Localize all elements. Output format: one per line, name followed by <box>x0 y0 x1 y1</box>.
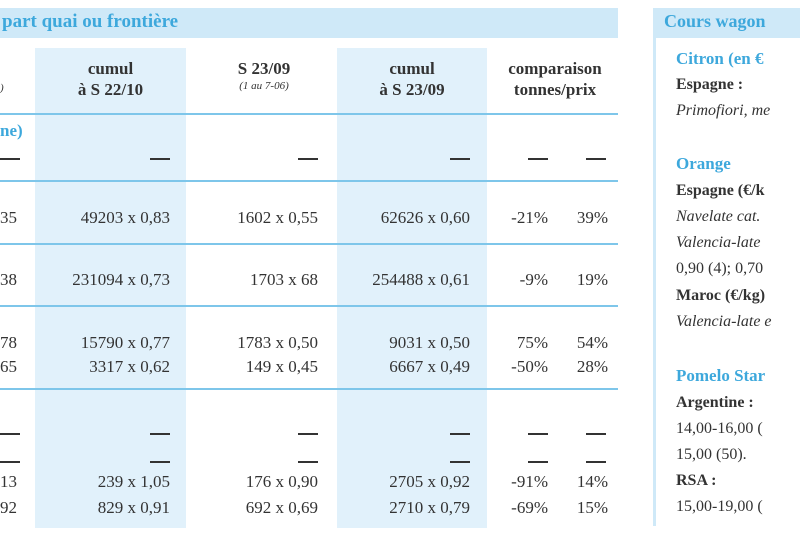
table-cell: 1783 x 0,50 <box>237 333 318 352</box>
panel-title: Cours wagon <box>664 11 766 31</box>
panel-text-line: Maroc (€/kg) <box>676 287 766 304</box>
empty-dash <box>528 158 548 160</box>
table-cell: 65 <box>0 357 17 376</box>
section-heading: Citron (en € <box>676 49 764 68</box>
empty-dash <box>298 433 318 435</box>
divider <box>0 243 618 245</box>
empty-dash <box>0 433 20 435</box>
panel-text-line: 15,00-19,00 ( <box>676 498 763 515</box>
empty-dash <box>0 461 20 463</box>
column-header-comparaison: comparaison tonnes/prix <box>508 59 602 99</box>
table-cell: 3317 x 0,62 <box>89 357 170 376</box>
panel-text-line: Valencia-late e <box>676 313 772 330</box>
column-header-week-23: S 23/09 (1 au 7-06) <box>237 59 291 92</box>
empty-dash <box>150 158 170 160</box>
table-cell: 692 x 0,69 <box>245 498 318 517</box>
table-cell: -69% <box>511 498 548 517</box>
empty-dash <box>528 433 548 435</box>
divider <box>0 305 618 307</box>
table-cell: 78 <box>0 333 17 352</box>
shaded-column-cumul-23 <box>337 48 487 528</box>
divider <box>0 113 618 115</box>
panel-text-line: Espagne (€/k <box>676 182 765 199</box>
section-label-fragment: ne) <box>0 121 23 140</box>
empty-dash <box>450 158 470 160</box>
table-cell: 38 <box>0 270 17 289</box>
table-cell: 13 <box>0 472 17 491</box>
table-cell: 14% <box>576 472 608 491</box>
divider <box>0 388 618 390</box>
table-cell: 1703 x 68 <box>250 270 318 289</box>
table-cell: 62626 x 0,60 <box>380 208 470 227</box>
table-cell: 829 x 0,91 <box>97 498 170 517</box>
empty-dash <box>586 158 606 160</box>
shaded-column-cumul-22 <box>35 48 186 528</box>
table-cell: 19% <box>576 270 608 289</box>
table-cell: 2705 x 0,92 <box>389 472 470 491</box>
table-cell: 39% <box>576 208 608 227</box>
table-cell: 9031 x 0,50 <box>389 333 470 352</box>
table-cell: 92 <box>0 498 17 517</box>
table-cell: 28% <box>576 357 608 376</box>
table-title: part quai ou frontière <box>2 11 179 32</box>
empty-dash <box>150 461 170 463</box>
table-cell: 231094 x 0,73 <box>72 270 170 289</box>
table-cell: 239 x 1,05 <box>97 472 170 491</box>
table-cell: -9% <box>519 270 548 289</box>
empty-dash <box>450 461 470 463</box>
left-edge-fragment: ) <box>0 82 4 94</box>
table-cell: 149 x 0,45 <box>245 357 318 376</box>
table-cell: 54% <box>576 333 608 352</box>
panel-text-line: 14,00-16,00 ( <box>676 420 763 437</box>
empty-dash <box>528 461 548 463</box>
table-cell: -91% <box>511 472 548 491</box>
table-cell: 15790 x 0,77 <box>80 333 170 352</box>
table-cell: -21% <box>511 208 548 227</box>
panel-text-line: 15,00 (50). <box>676 446 747 463</box>
table-cell: 75% <box>516 333 548 352</box>
empty-dash <box>298 461 318 463</box>
panel-text-line: Navelate cat. <box>676 208 761 225</box>
table-cell: 2710 x 0,79 <box>389 498 470 517</box>
empty-dash <box>150 433 170 435</box>
column-header-cumul-22: cumul à S 22/10 <box>77 59 144 99</box>
table-cell: 6667 x 0,49 <box>389 357 470 376</box>
empty-dash <box>298 158 318 160</box>
panel-text-line: Argentine : <box>676 394 754 411</box>
panel-text-line: Valencia-late <box>676 234 761 251</box>
divider <box>0 180 618 182</box>
empty-dash <box>586 433 606 435</box>
empty-dash <box>0 158 20 160</box>
table-cell: 35 <box>0 208 17 227</box>
section-heading: Orange <box>676 154 731 173</box>
section-heading: Pomelo Star <box>676 366 766 385</box>
wagon-prices-panel: Cours wagon Citron (en € Espagne : Primofi… <box>653 8 800 526</box>
panel-text-line: 0,90 (4); 0,70 <box>676 260 764 277</box>
panel-header-bar: Cours wagon <box>656 8 800 38</box>
table-cell: 49203 x 0,83 <box>80 208 170 227</box>
table-header-bar: part quai ou frontière <box>0 8 618 38</box>
table-cell: 15% <box>576 498 608 517</box>
table-cell: 254488 x 0,61 <box>372 270 470 289</box>
panel-text-line: Primofiori, me <box>676 102 771 119</box>
table-cell: 1602 x 0,55 <box>237 208 318 227</box>
table-cell: -50% <box>511 357 548 376</box>
panel-text-line: Espagne : <box>676 76 744 93</box>
empty-dash <box>450 433 470 435</box>
empty-dash <box>586 461 606 463</box>
column-header-cumul-23: cumul à S 23/09 <box>379 59 445 99</box>
table-cell: 176 x 0,90 <box>245 472 318 491</box>
panel-text-line: RSA : <box>676 472 717 489</box>
